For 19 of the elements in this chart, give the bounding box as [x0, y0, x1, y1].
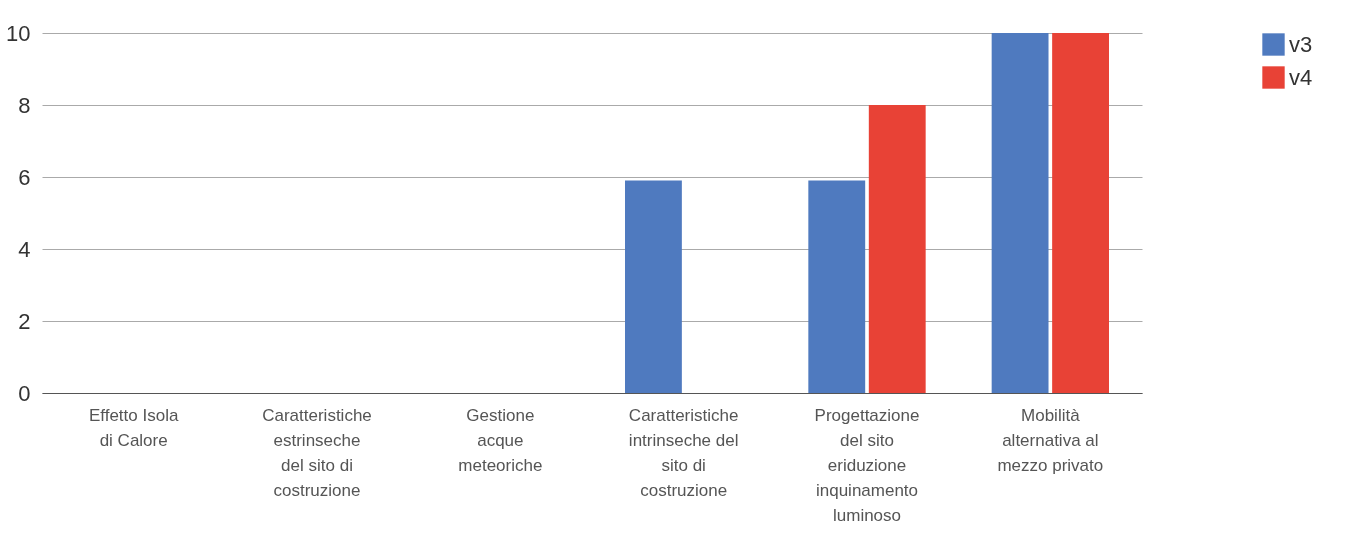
x-tick-label: Mobilità alternativa al mezzo privato — [997, 405, 1104, 475]
x-tick-label: Caratteristiche estrinseche del sito di costruzione — [262, 405, 372, 500]
bar — [625, 180, 682, 393]
x-tick-label: Progettazione del sito eriduzione inquinamento luminoso — [814, 405, 920, 525]
y-tick-label: 4 — [18, 236, 31, 262]
y-tick-label: 2 — [18, 308, 31, 334]
y-tick-label: 0 — [18, 380, 31, 406]
bar — [868, 105, 926, 393]
bar — [808, 180, 866, 393]
legend-label: v4 — [1289, 64, 1313, 90]
x-tick-label: Gestione acque meteoriche — [458, 405, 543, 475]
bar — [991, 33, 1049, 393]
x-tick-label: Caratteristiche intrinseche del sito di costruzione — [628, 405, 739, 500]
legend-label: v3 — [1289, 31, 1313, 57]
bar — [1052, 33, 1109, 393]
y-tick-label: 6 — [18, 164, 31, 190]
y-tick-label: 10 — [6, 20, 31, 46]
x-tick-label: Effetto Isola di Calore — [88, 405, 179, 450]
y-tick-label: 8 — [18, 92, 31, 118]
